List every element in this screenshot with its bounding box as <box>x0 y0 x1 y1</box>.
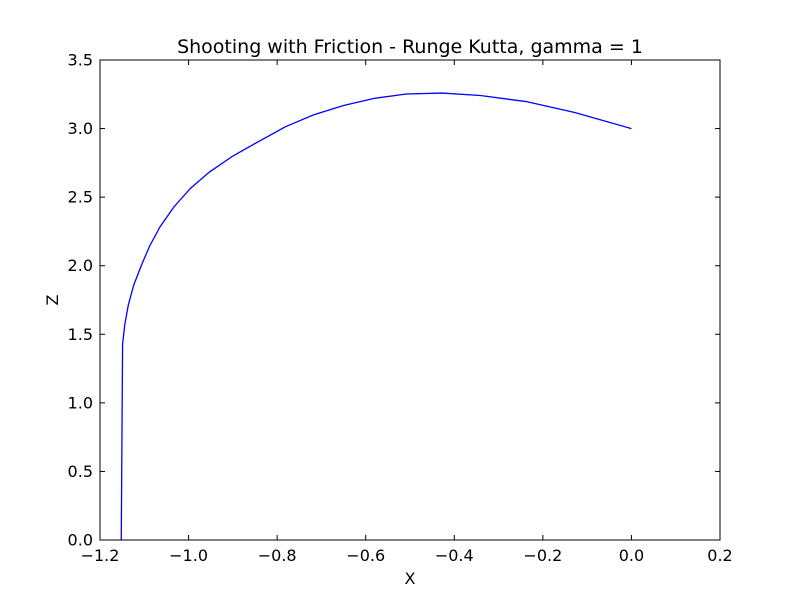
y-tick-label: 3.5 <box>68 51 93 70</box>
x-tick-label: −0.4 <box>435 546 474 565</box>
y-axis-label: Z <box>43 294 62 305</box>
y-tick-label: 0.0 <box>68 531 93 550</box>
y-tick-label: 3.0 <box>68 119 93 138</box>
y-tick-label: 1.0 <box>68 393 93 412</box>
x-tick-label: −1.0 <box>169 546 208 565</box>
series-group <box>120 92 632 541</box>
y-tick-label: 1.5 <box>68 325 93 344</box>
y-tick-label: 0.5 <box>68 462 93 481</box>
axes-frame <box>99 59 721 541</box>
series-line <box>120 92 632 541</box>
x-tick-label: 0.0 <box>619 546 644 565</box>
x-axis-label: X <box>405 569 416 588</box>
x-tick-label: −0.8 <box>258 546 297 565</box>
x-tick-label: −0.2 <box>523 546 562 565</box>
x-tick-label: −0.6 <box>346 546 385 565</box>
plot-area <box>100 60 720 540</box>
chart-title: Shooting with Friction - Runge Kutta, ga… <box>177 36 643 58</box>
x-tick-label: 0.2 <box>707 546 732 565</box>
y-tick-label: 2.0 <box>68 256 93 275</box>
y-tick-label: 2.5 <box>68 188 93 207</box>
x-tick-label: −1.2 <box>81 546 120 565</box>
tick-labels: −1.2 −1.0 −0.8 −0.6 −0.4 −0.2 0.0 0.2 0.0 0.5 1.0 1… <box>68 51 733 566</box>
